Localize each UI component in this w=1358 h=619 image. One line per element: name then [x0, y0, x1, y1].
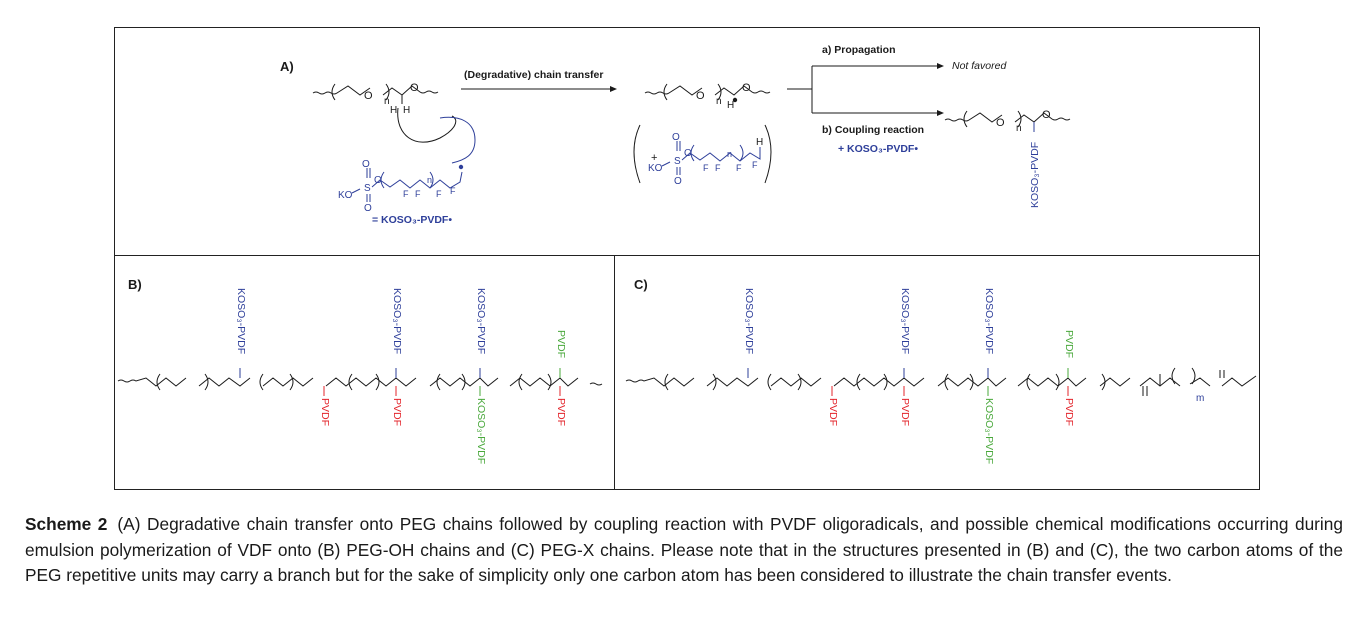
- atom-h: H: [756, 137, 763, 148]
- branch-label: PVDF: [827, 398, 839, 426]
- byproduct-parenthesis-left: [633, 124, 641, 184]
- atom-ko: KO: [648, 163, 663, 174]
- branch-label: PVDF: [555, 398, 567, 426]
- atom-o: O: [672, 132, 680, 143]
- branch-label: KOSO₃-PVDF: [743, 288, 755, 354]
- branch-label: KOSO₃-PVDF: [391, 288, 403, 354]
- panel-c-frame: [614, 255, 1260, 490]
- atom-h: H: [390, 105, 397, 116]
- branch-label: PVDF: [1063, 330, 1075, 358]
- scheme-caption: Scheme 2 (A) Degradative chain transfer o…: [25, 512, 1343, 589]
- atom-o: O: [996, 117, 1005, 129]
- atom-o: O: [364, 90, 373, 102]
- atom-f: F: [403, 189, 409, 199]
- branch-label: KOSO₃-PVDF: [475, 288, 487, 354]
- caption-text: (A) Degradative chain transfer onto PEG …: [25, 514, 1343, 585]
- panel-b: [117, 368, 603, 396]
- panel-b-frame: [114, 255, 615, 490]
- panel-b-backbone: [117, 377, 603, 387]
- atom-o: O: [364, 203, 372, 214]
- branch-label: KOSO₃-PVDF: [983, 288, 995, 354]
- koso3-pvdf-h: [681, 147, 761, 162]
- branch-label: KOSO₃-PVDF: [475, 398, 487, 464]
- not-favored-label: Not favored: [952, 60, 1007, 72]
- atom-o: O: [410, 82, 419, 94]
- branch-label: KOSO₃-PVDF: [235, 288, 247, 354]
- atom-f: F: [436, 189, 442, 199]
- branch-label: PVDF: [391, 398, 403, 426]
- atom-o: O: [1042, 109, 1051, 121]
- panel-a-label: A): [280, 59, 294, 74]
- subscript-m: m: [1196, 393, 1204, 404]
- subscript-n: n: [727, 149, 732, 159]
- branch-label: PVDF: [899, 398, 911, 426]
- branch-label: PVDF: [555, 330, 567, 358]
- radical-legend: = KOSO₃-PVDF•: [372, 214, 452, 226]
- atom-o: O: [684, 148, 692, 159]
- chain-transfer-label: (Degradative) chain transfer: [464, 69, 603, 81]
- byproduct-parenthesis-right: [764, 124, 772, 184]
- koso3-pvdf-radical: [371, 171, 463, 189]
- product-branch-label: KOSO₃-PVDF: [1029, 142, 1041, 208]
- coupled-product-chain: [944, 112, 1003, 123]
- branch-label: KOSO₃-PVDF: [899, 288, 911, 354]
- atom-o: O: [696, 90, 705, 102]
- plus-sign: +: [651, 152, 657, 164]
- coupling-reagent: + KOSO₃-PVDF•: [838, 143, 918, 155]
- atom-s: S: [364, 183, 371, 194]
- panel-c: [625, 367, 1257, 396]
- peg-chain-start: [312, 85, 371, 96]
- panel-a: [312, 63, 1071, 202]
- atom-f: F: [703, 163, 709, 173]
- branch-label: PVDF: [319, 398, 331, 426]
- atom-f: F: [752, 160, 758, 170]
- peg-radical-chain: [644, 85, 703, 96]
- atom-h: H: [727, 100, 734, 111]
- panel-c-backbone: [625, 375, 1257, 387]
- subscript-n: n: [384, 96, 390, 107]
- branch-label: KOSO₃-PVDF: [983, 398, 995, 464]
- scheme-figure: A) (Degradative) chain transfer a) Propa…: [114, 27, 1260, 490]
- electron-arrow: [397, 107, 457, 143]
- subscript-n: n: [716, 96, 722, 107]
- atom-f: F: [715, 163, 721, 173]
- atom-f: F: [415, 189, 421, 199]
- atom-ko: KO: [338, 190, 353, 201]
- atom-s: S: [674, 156, 681, 167]
- subscript-n: n: [427, 175, 432, 185]
- atom-o: O: [742, 82, 751, 94]
- branch-label: PVDF: [1063, 398, 1075, 426]
- coupling-label: b) Coupling reaction: [822, 124, 924, 136]
- subscript-n: n: [1016, 123, 1022, 134]
- propagation-label: a) Propagation: [822, 44, 896, 56]
- atom-f: F: [736, 163, 742, 173]
- atom-f: F: [450, 186, 456, 196]
- panel-b-label: B): [128, 277, 142, 292]
- caption-label: Scheme 2: [25, 514, 108, 534]
- atom-o: O: [362, 159, 370, 170]
- atom-o: O: [674, 176, 682, 187]
- atom-h: H: [403, 105, 410, 116]
- panel-c-label: C): [634, 277, 648, 292]
- atom-o: O: [374, 175, 382, 186]
